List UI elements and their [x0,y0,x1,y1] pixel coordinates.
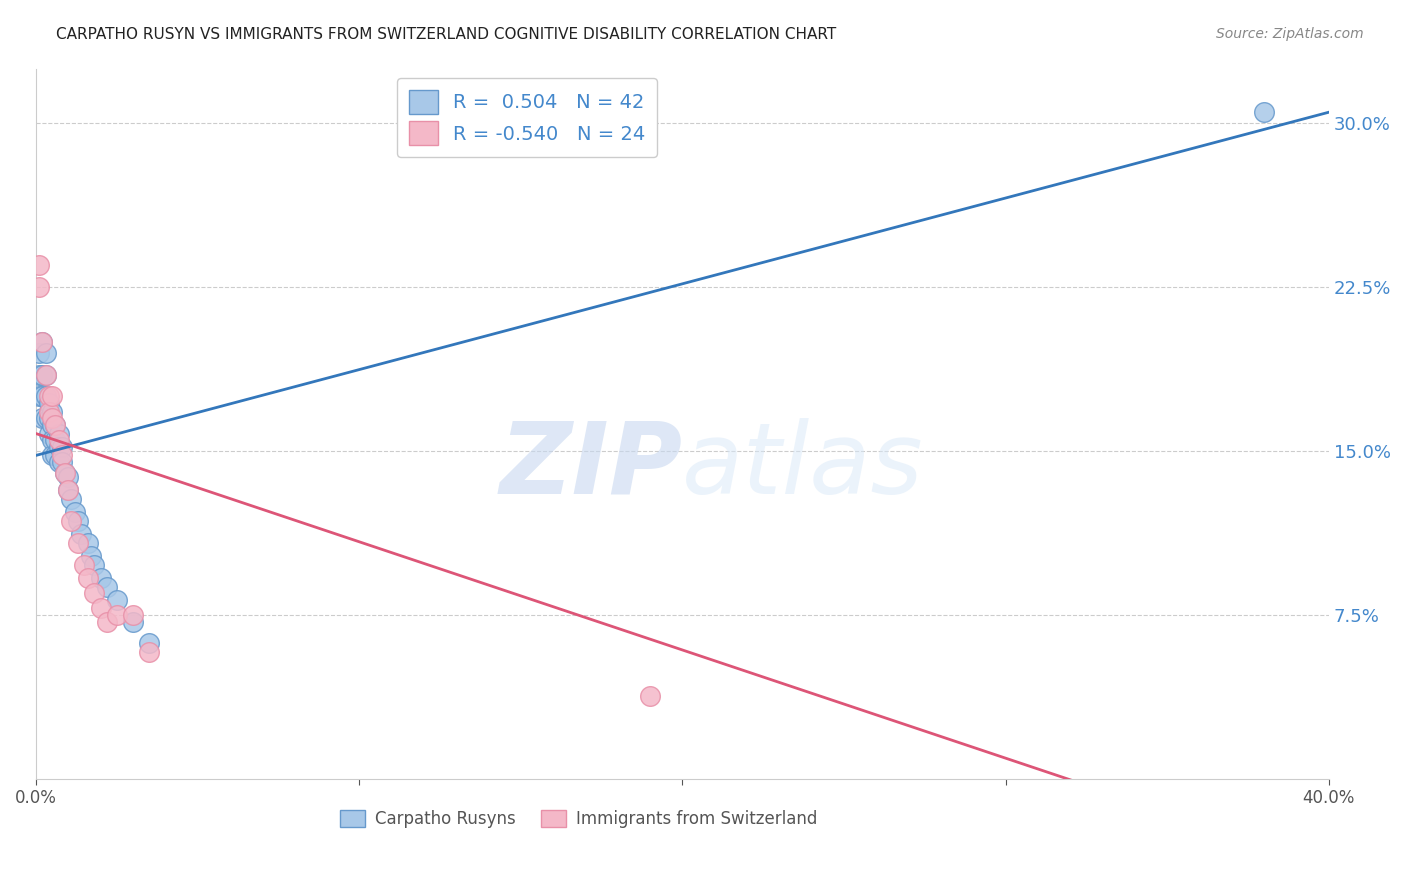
Point [60,514,83,528]
Point [31,411,53,425]
Point [31,368,53,382]
Point [1253,105,1275,120]
Point [66,514,89,528]
Point [90,601,112,615]
Point [38,405,60,419]
Point [138,636,160,650]
Point [58,470,80,484]
Point [38,389,60,403]
Point [41,449,63,463]
Point [83,558,105,572]
Point [105,592,128,607]
Point [28,389,51,403]
Point [31,334,53,349]
Point [41,389,63,403]
Point [96,580,118,594]
Point [34,368,56,382]
Point [122,607,145,622]
Point [44,449,66,463]
Point [28,345,51,359]
Point [51,440,73,454]
Point [51,455,73,469]
Point [73,558,96,572]
Point [48,426,70,441]
Point [51,449,73,463]
Point [60,492,83,507]
Point [105,607,128,622]
Point [90,571,112,585]
Point [34,368,56,382]
Point [58,483,80,498]
Point [34,411,56,425]
Point [80,549,103,563]
Point [66,536,89,550]
Point [96,615,118,629]
Point [38,426,60,441]
Point [63,505,86,519]
Point [122,615,145,629]
Point [53,466,76,480]
Text: atlas: atlas [682,417,924,515]
Point [138,645,160,659]
Point [41,417,63,432]
Point [28,258,51,272]
Point [44,417,66,432]
Point [638,689,661,703]
Point [83,586,105,600]
Point [76,571,98,585]
Point [48,433,70,447]
Point [34,389,56,403]
Point [38,396,60,410]
Legend: Carpatho Rusyns, Immigrants from Switzerland: Carpatho Rusyns, Immigrants from Switzer… [333,803,824,835]
Point [48,455,70,469]
Point [44,417,66,432]
Text: CARPATHO RUSYN VS IMMIGRANTS FROM SWITZERLAND COGNITIVE DISABILITY CORRELATION C: CARPATHO RUSYN VS IMMIGRANTS FROM SWITZE… [56,27,837,42]
Point [44,433,66,447]
Point [53,466,76,480]
Point [31,334,53,349]
Point [34,345,56,359]
Text: ZIP: ZIP [499,417,682,515]
Point [31,389,53,403]
Point [76,536,98,550]
Point [41,433,63,447]
Text: Source: ZipAtlas.com: Source: ZipAtlas.com [1216,27,1364,41]
Point [70,527,93,541]
Point [41,411,63,425]
Point [38,411,60,425]
Point [28,368,51,382]
Point [28,280,51,294]
Point [48,440,70,454]
Point [41,405,63,419]
Point [58,483,80,498]
